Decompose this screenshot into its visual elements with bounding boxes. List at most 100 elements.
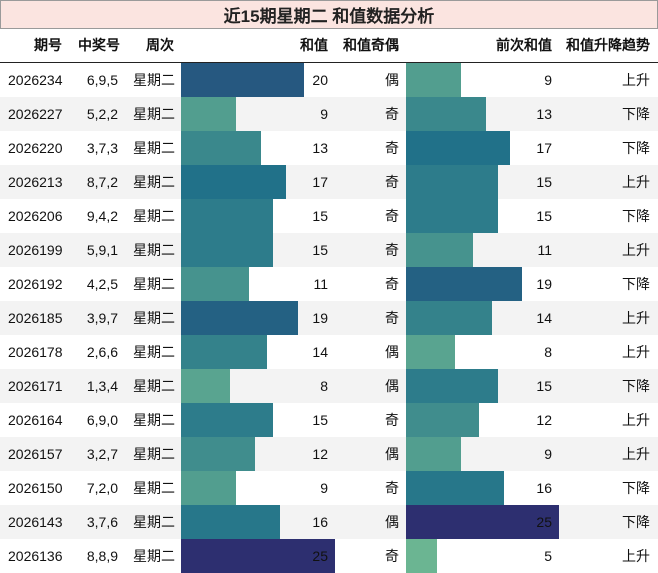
parity-cell: 奇 bbox=[385, 140, 399, 156]
sum-cell: 14 bbox=[312, 344, 328, 360]
parity-cell: 奇 bbox=[385, 310, 399, 326]
weekday-cell: 星期二 bbox=[133, 548, 175, 564]
sum-bar bbox=[181, 471, 236, 505]
parity-cell: 奇 bbox=[385, 276, 399, 292]
prev-sum-cell: 5 bbox=[544, 548, 552, 564]
table-row: 2026185 3,9,7 星期二 19 奇 14 上升 bbox=[0, 301, 658, 335]
parity-cell: 奇 bbox=[385, 548, 399, 564]
table-row: 2026206 9,4,2 星期二 15 奇 15 下降 bbox=[0, 199, 658, 233]
prev-sum-bar bbox=[406, 437, 461, 471]
trend-cell: 下降 bbox=[622, 106, 650, 122]
table-row: 2026192 4,2,5 星期二 11 奇 19 下降 bbox=[0, 267, 658, 301]
prev-sum-bar bbox=[406, 165, 498, 199]
prev-sum-cell: 19 bbox=[536, 276, 552, 292]
sum-cell: 9 bbox=[320, 480, 328, 496]
weekday-cell: 星期二 bbox=[133, 140, 175, 156]
trend-cell: 下降 bbox=[622, 208, 650, 224]
sum-bar bbox=[181, 539, 335, 573]
prev-sum-cell: 16 bbox=[536, 480, 552, 496]
weekday-cell: 星期二 bbox=[133, 344, 175, 360]
issue-cell: 2026171 bbox=[8, 378, 63, 394]
trend-cell: 上升 bbox=[622, 310, 650, 326]
trend-cell: 下降 bbox=[622, 480, 650, 496]
trend-cell: 上升 bbox=[622, 242, 650, 258]
prev-sum-bar bbox=[406, 131, 510, 165]
table-row: 2026227 5,2,2 星期二 9 奇 13 下降 bbox=[0, 97, 658, 131]
header-weekday: 周次 bbox=[146, 37, 174, 53]
header-issue: 期号 bbox=[34, 37, 62, 53]
table-title: 近15期星期二 和值数据分析 bbox=[0, 0, 658, 29]
prev-sum-cell: 12 bbox=[536, 412, 552, 428]
parity-cell: 偶 bbox=[385, 378, 399, 394]
sum-cell: 11 bbox=[313, 276, 328, 292]
prev-sum-bar bbox=[406, 267, 522, 301]
trend-cell: 上升 bbox=[622, 344, 650, 360]
header-prev-sum: 前次和值 bbox=[496, 37, 552, 53]
numbers-cell: 6,9,5 bbox=[86, 72, 118, 88]
trend-cell: 上升 bbox=[622, 174, 650, 190]
weekday-cell: 星期二 bbox=[133, 106, 175, 122]
header-parity: 和值奇偶 bbox=[343, 37, 399, 53]
prev-sum-cell: 9 bbox=[544, 72, 552, 88]
parity-cell: 奇 bbox=[385, 208, 399, 224]
weekday-cell: 星期二 bbox=[133, 514, 175, 530]
issue-cell: 2026178 bbox=[8, 344, 63, 360]
issue-cell: 2026234 bbox=[8, 72, 63, 88]
numbers-cell: 2,6,6 bbox=[86, 344, 118, 360]
parity-cell: 奇 bbox=[385, 174, 399, 190]
trend-cell: 下降 bbox=[622, 140, 650, 156]
sum-bar bbox=[181, 403, 273, 437]
trend-cell: 上升 bbox=[622, 446, 650, 462]
sum-cell: 15 bbox=[312, 242, 328, 258]
prev-sum-cell: 25 bbox=[536, 514, 552, 530]
sum-cell: 15 bbox=[312, 208, 328, 224]
prev-sum-cell: 14 bbox=[536, 310, 552, 326]
weekday-cell: 星期二 bbox=[133, 174, 175, 190]
issue-cell: 2026164 bbox=[8, 412, 63, 428]
sum-bar bbox=[181, 131, 261, 165]
issue-cell: 2026192 bbox=[8, 276, 63, 292]
prev-sum-cell: 15 bbox=[536, 208, 552, 224]
parity-cell: 偶 bbox=[385, 514, 399, 530]
sum-bar bbox=[181, 165, 286, 199]
parity-cell: 奇 bbox=[385, 412, 399, 428]
table-row: 2026164 6,9,0 星期二 15 奇 12 上升 bbox=[0, 403, 658, 437]
sum-bar bbox=[181, 199, 273, 233]
table-header: 期号 中奖号 周次 和值 和值奇偶 前次和值 和值升降趋势 bbox=[0, 28, 658, 63]
table-row: 2026199 5,9,1 星期二 15 奇 11 上升 bbox=[0, 233, 658, 267]
sum-cell: 13 bbox=[312, 140, 328, 156]
header-numbers: 中奖号 bbox=[78, 37, 120, 53]
trend-cell: 上升 bbox=[622, 412, 650, 428]
issue-cell: 2026199 bbox=[8, 242, 63, 258]
weekday-cell: 星期二 bbox=[133, 72, 175, 88]
numbers-cell: 7,2,0 bbox=[86, 480, 118, 496]
prev-sum-bar bbox=[406, 505, 559, 539]
sum-cell: 9 bbox=[320, 106, 328, 122]
sum-cell: 8 bbox=[320, 378, 328, 394]
table-body: 2026234 6,9,5 星期二 20 偶 9 上升 2026227 5,2,2 星期二 9 奇 13… bbox=[0, 63, 658, 573]
prev-sum-bar bbox=[406, 369, 498, 403]
weekday-cell: 星期二 bbox=[133, 480, 175, 496]
prev-sum-bar bbox=[406, 335, 455, 369]
numbers-cell: 4,2,5 bbox=[86, 276, 118, 292]
table-row: 2026234 6,9,5 星期二 20 偶 9 上升 bbox=[0, 63, 658, 97]
prev-sum-bar bbox=[406, 471, 504, 505]
prev-sum-bar bbox=[406, 199, 498, 233]
sum-cell: 25 bbox=[312, 548, 328, 564]
weekday-cell: 星期二 bbox=[133, 242, 175, 258]
numbers-cell: 3,7,3 bbox=[86, 140, 118, 156]
prev-sum-bar bbox=[406, 97, 486, 131]
numbers-cell: 6,9,0 bbox=[86, 412, 118, 428]
parity-cell: 奇 bbox=[385, 242, 399, 258]
numbers-cell: 5,9,1 bbox=[86, 242, 118, 258]
sum-bar bbox=[181, 505, 280, 539]
sum-bar bbox=[181, 437, 255, 471]
trend-cell: 下降 bbox=[622, 514, 650, 530]
issue-cell: 2026157 bbox=[8, 446, 63, 462]
table-row: 2026213 8,7,2 星期二 17 奇 15 上升 bbox=[0, 165, 658, 199]
trend-cell: 上升 bbox=[622, 548, 650, 564]
prev-sum-bar bbox=[406, 233, 473, 267]
numbers-cell: 3,7,6 bbox=[86, 514, 118, 530]
numbers-cell: 5,2,2 bbox=[86, 106, 118, 122]
table-row: 2026150 7,2,0 星期二 9 奇 16 下降 bbox=[0, 471, 658, 505]
